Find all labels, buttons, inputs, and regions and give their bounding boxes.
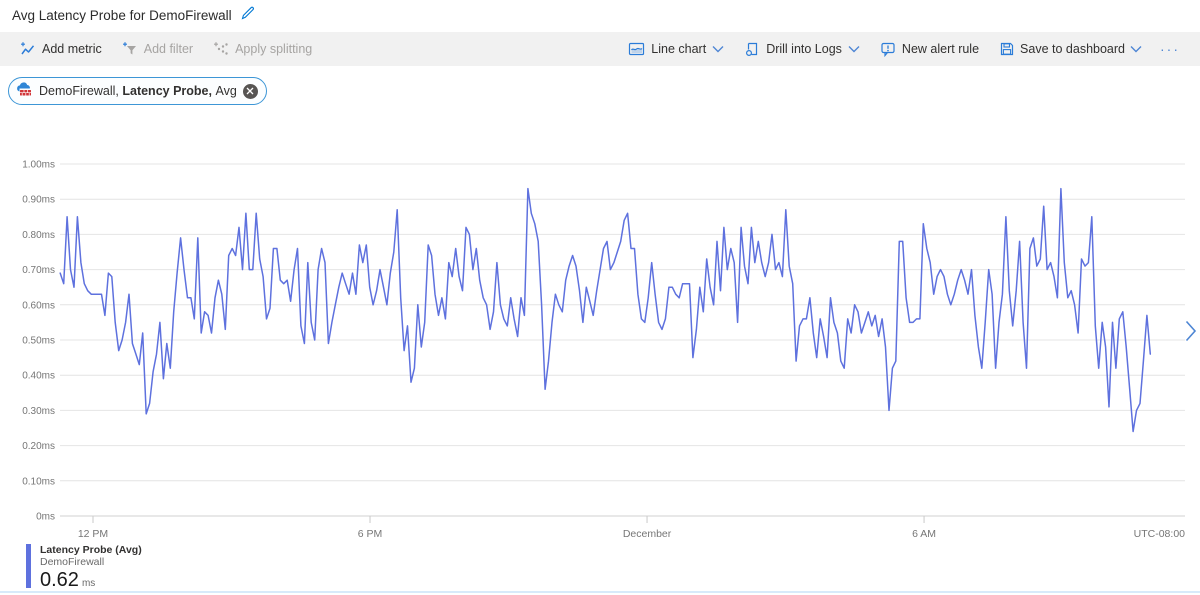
legend-value-number: 0.62 [40, 569, 79, 591]
edit-pencil-icon[interactable] [240, 5, 256, 26]
svg-text:1.00ms: 1.00ms [22, 160, 55, 171]
close-icon[interactable] [242, 83, 258, 99]
series-line [59, 187, 1152, 433]
new-alert-rule-label: New alert rule [901, 42, 980, 56]
page-title: Avg Latency Probe for DemoFirewall [12, 8, 232, 23]
drill-into-logs-label: Drill into Logs [766, 42, 842, 56]
add-filter-label: Add filter [143, 42, 194, 56]
legend-text-block: Latency Probe (Avg) DemoFirewall 0.62 ms [40, 544, 142, 595]
pan-right-button[interactable] [1180, 320, 1200, 346]
line-chart-icon [628, 41, 645, 57]
svg-text:0ms: 0ms [36, 512, 55, 523]
firewall-icon [16, 82, 33, 100]
bottom-divider [0, 591, 1200, 593]
toolbar-left-group: Add metric Add filter [12, 37, 320, 61]
pill-aggregation: Avg [215, 84, 237, 98]
svg-text:0.40ms: 0.40ms [22, 371, 55, 382]
new-alert-rule-button[interactable]: New alert rule [872, 37, 987, 61]
add-metric-button[interactable]: Add metric [12, 37, 110, 61]
chevron-down-icon [1130, 45, 1142, 53]
y-gridlines [60, 163, 1185, 517]
drill-into-logs-button[interactable]: Drill into Logs [736, 37, 868, 61]
svg-text:12 PM: 12 PM [78, 528, 108, 540]
legend-color-bar [26, 544, 31, 588]
save-to-dashboard-label: Save to dashboard [1020, 42, 1125, 56]
add-metric-icon [20, 41, 36, 57]
apply-splitting-icon [213, 41, 229, 57]
x-axis-timezone-label: UTC-08:00 [1134, 528, 1186, 540]
add-metric-label: Add metric [42, 42, 102, 56]
metrics-chart[interactable]: 1.00ms 0.90ms 0.80ms 0.70ms 0.60ms 0.50ms 0.40… [0, 150, 1200, 550]
add-filter-icon [122, 41, 138, 57]
chevron-right-icon [1185, 320, 1197, 347]
chevron-down-icon [848, 45, 860, 53]
metrics-chart-svg: 1.00ms 0.90ms 0.80ms 0.70ms 0.60ms 0.50ms 0.40… [22, 160, 1185, 541]
legend-resource-name: DemoFirewall [40, 556, 105, 568]
apply-splitting-label: Apply splitting [235, 42, 313, 56]
svg-text:0.10ms: 0.10ms [22, 476, 55, 487]
pill-resource: DemoFirewall, [39, 84, 123, 98]
drill-into-logs-icon [744, 41, 760, 57]
svg-text:0.30ms: 0.30ms [22, 406, 55, 417]
title-row: Avg Latency Probe for DemoFirewall [12, 5, 256, 26]
line-chart-label: Line chart [651, 42, 707, 56]
svg-text:0.80ms: 0.80ms [22, 230, 55, 241]
svg-text:0.60ms: 0.60ms [22, 300, 55, 311]
pill-metric: Latency Probe, [122, 84, 216, 98]
legend-value-unit: ms [81, 578, 96, 589]
pill-text: DemoFirewall, Latency Probe, Avg [39, 84, 237, 98]
svg-text:December: December [623, 528, 672, 540]
svg-text:6 AM: 6 AM [912, 528, 936, 540]
save-to-dashboard-icon [999, 41, 1015, 57]
line-chart-button[interactable]: Line chart [620, 37, 732, 61]
svg-text:0.20ms: 0.20ms [22, 441, 55, 452]
more-commands-button[interactable]: ··· [1160, 41, 1180, 57]
metric-pill-row: DemoFirewall, Latency Probe, Avg [8, 77, 267, 105]
y-tick-labels: 1.00ms 0.90ms 0.80ms 0.70ms 0.60ms 0.50ms 0.40… [22, 160, 55, 523]
legend-series-name: Latency Probe (Avg) [40, 544, 142, 556]
metrics-toolbar: Add metric Add filter [0, 32, 1200, 66]
add-filter-button[interactable]: Add filter [114, 37, 201, 61]
toolbar-right-group: Line chart Drill into Logs [620, 37, 1186, 61]
svg-text:0.50ms: 0.50ms [22, 336, 55, 347]
chevron-down-icon [712, 45, 724, 53]
svg-text:0.70ms: 0.70ms [22, 265, 55, 276]
chart-legend: Latency Probe (Avg) DemoFirewall 0.62 ms [26, 544, 142, 595]
x-ticks: 12 PM 6 PM December 6 AM UTC-08:00 [78, 516, 1185, 540]
save-to-dashboard-button[interactable]: Save to dashboard [991, 37, 1150, 61]
svg-text:6 PM: 6 PM [358, 528, 383, 540]
legend-value: 0.62 ms [40, 569, 142, 595]
new-alert-rule-icon [880, 41, 896, 57]
metric-pill[interactable]: DemoFirewall, Latency Probe, Avg [8, 77, 267, 105]
svg-text:0.90ms: 0.90ms [22, 195, 55, 206]
apply-splitting-button[interactable]: Apply splitting [205, 37, 320, 61]
